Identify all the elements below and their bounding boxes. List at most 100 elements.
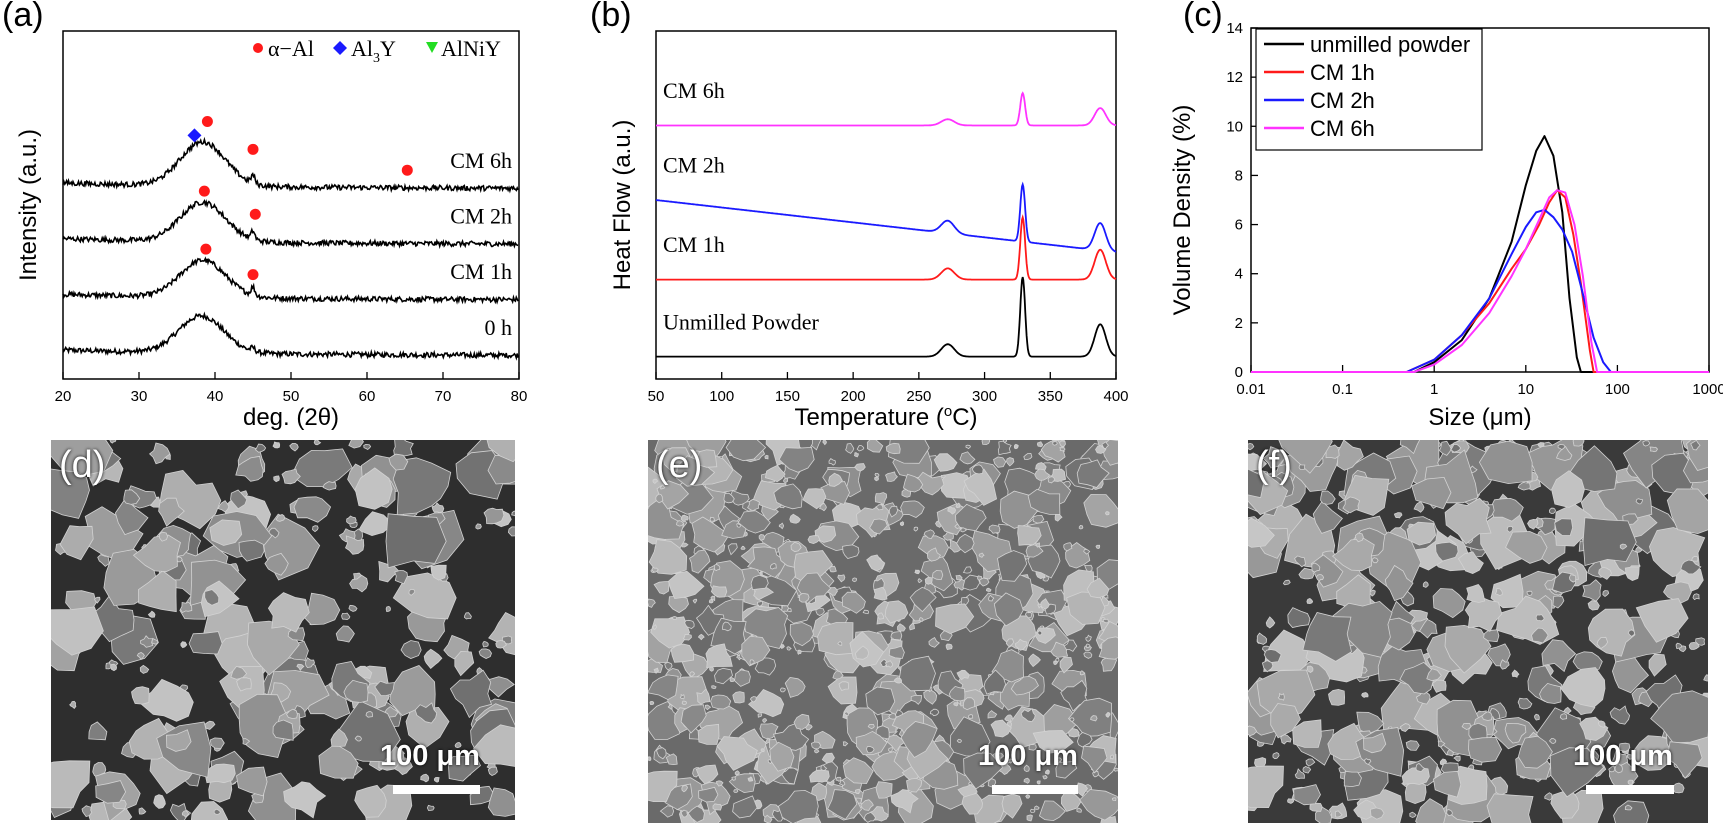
sem-particle	[962, 697, 976, 711]
sem-particle	[1686, 440, 1708, 471]
sem-particle	[890, 631, 903, 641]
psd-x-axis-label: Size (μm)	[1428, 404, 1531, 431]
sem-particle	[696, 688, 711, 705]
psd-y-axis-label: Volume Density (%)	[1169, 105, 1196, 316]
sem-particle	[710, 585, 728, 598]
sem-particle	[283, 781, 327, 819]
xrd-alpha-al-marker	[247, 269, 259, 281]
psd-y-tick-label: 2	[1235, 315, 1243, 332]
dsc-series-label: CM 2h	[663, 153, 725, 178]
sem-particle	[729, 676, 735, 683]
sem-particle	[997, 440, 1012, 456]
sem-particle	[856, 445, 865, 452]
sem-particle	[1035, 542, 1040, 548]
sem-particle	[1065, 542, 1091, 569]
sem-particle	[709, 516, 716, 522]
sem-particle	[423, 648, 443, 669]
sem-particle	[431, 502, 445, 513]
sem-particle	[272, 719, 294, 741]
sem-particle	[1256, 632, 1268, 645]
sem-particle	[746, 546, 787, 579]
sem-particle	[1666, 488, 1708, 535]
sem-particle	[888, 712, 897, 720]
sem-particle	[899, 521, 905, 526]
scale-bar-f	[1586, 785, 1674, 794]
sem-particle	[695, 764, 719, 785]
sem-particle	[1587, 600, 1600, 611]
sem-particle	[1560, 667, 1606, 708]
psd-y-tick-label: 12	[1226, 69, 1243, 86]
sem-particle	[354, 784, 387, 818]
sem-particle	[304, 657, 316, 669]
sem-particle	[692, 598, 698, 604]
sem-particle	[1635, 498, 1644, 505]
sem-particle	[763, 814, 773, 823]
sem-particle	[809, 769, 830, 783]
sem-particle	[1069, 717, 1075, 722]
sem-particle	[1105, 711, 1111, 718]
sem-particle	[1248, 517, 1275, 548]
sem-particle	[1405, 740, 1420, 751]
sem-particle	[1535, 614, 1545, 622]
sem-particle	[140, 635, 154, 648]
scale-bar-d	[393, 785, 480, 794]
sem-particle	[290, 448, 353, 487]
sem-particle	[1672, 782, 1685, 794]
sem-particle	[1466, 584, 1486, 603]
sem-particle	[728, 773, 756, 794]
sem-particle	[866, 746, 875, 754]
sem-particle	[1675, 642, 1682, 649]
sem-particle	[1034, 468, 1051, 481]
sem-particle	[653, 581, 670, 595]
sem-particle	[1422, 581, 1429, 588]
sem-particle	[1095, 544, 1101, 550]
sem-particle	[1002, 440, 1008, 444]
dsc-x-tick-label: 300	[972, 388, 997, 405]
sem-particle	[97, 554, 110, 567]
sem-particle	[853, 452, 859, 458]
sem-particle	[1328, 688, 1346, 706]
sem-particle	[1004, 714, 1013, 723]
sem-particle	[1042, 775, 1048, 780]
sem-particle	[1320, 490, 1336, 505]
sem-particle	[828, 457, 836, 466]
sem-particle	[1027, 488, 1061, 515]
sem-particle	[1036, 780, 1041, 785]
dsc-x-tick-label: 350	[1038, 388, 1063, 405]
sem-particle	[928, 636, 940, 648]
sem-particle	[1081, 745, 1108, 774]
sem-particle	[1050, 468, 1067, 482]
sem-particle	[741, 635, 771, 667]
sem-particle	[1534, 713, 1540, 721]
psd-x-tick-label: 1000	[1692, 381, 1723, 398]
sem-particle	[488, 611, 515, 656]
sem-particle	[698, 786, 719, 803]
sem-particle	[95, 780, 127, 804]
sem-particle	[1364, 758, 1372, 766]
sem-particle	[802, 488, 827, 510]
sem-particle	[1028, 653, 1041, 668]
sem-particle	[1444, 624, 1492, 674]
sem-particle	[1105, 511, 1110, 516]
sem-particle	[1409, 811, 1417, 818]
sem-particle	[236, 677, 252, 692]
sem-particle	[349, 574, 369, 593]
xrd-series-line	[62, 136, 519, 194]
xrd-series-label: CM 1h	[450, 259, 512, 284]
sem-particles-f	[1248, 440, 1708, 823]
sem-particle	[1294, 768, 1305, 780]
sem-particle	[797, 649, 802, 655]
sem-particle	[1572, 440, 1585, 447]
sem-particle	[1032, 514, 1045, 524]
sem-particle	[879, 659, 887, 668]
scale-text-d: 100 μm	[380, 740, 480, 772]
sem-particle	[264, 552, 289, 576]
sem-particle	[1023, 452, 1033, 460]
sem-particle	[235, 455, 264, 482]
sem-particle	[1627, 779, 1634, 786]
sem-particle	[721, 621, 732, 632]
scale-text-f: 100 μm	[1573, 740, 1673, 772]
sem-particle	[318, 743, 359, 779]
psd-legend-box	[1255, 28, 1483, 151]
sem-particle	[1014, 638, 1028, 651]
